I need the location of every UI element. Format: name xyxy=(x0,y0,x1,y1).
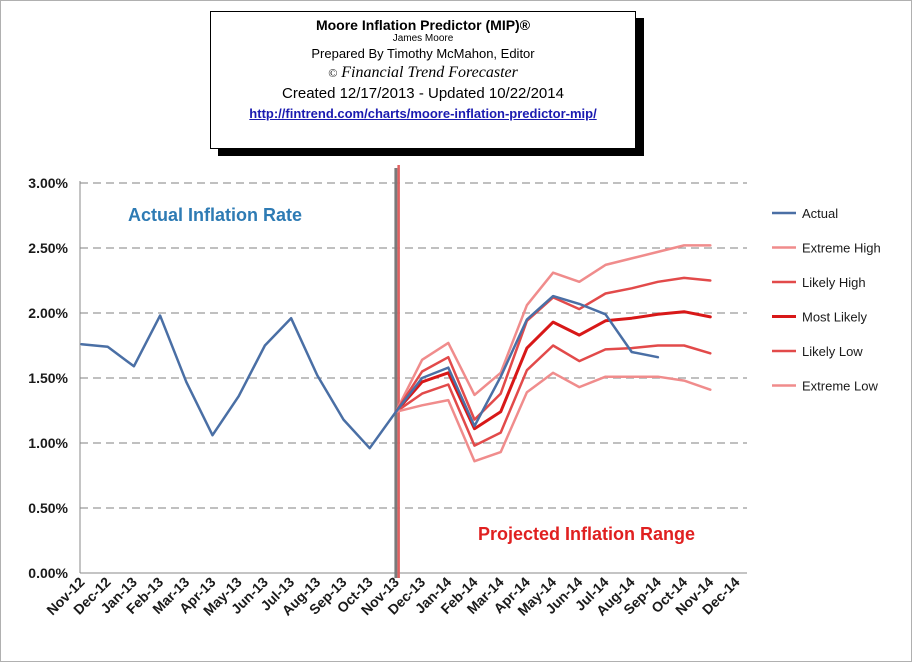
series-line-actual xyxy=(80,294,660,450)
y-tick-label: 2.00% xyxy=(28,305,68,321)
projection-divider xyxy=(397,165,400,578)
legend-label: Most Likely xyxy=(802,310,868,325)
prepared-by: Prepared By Timothy McMahon, Editor xyxy=(311,46,535,61)
y-tick-label: 2.50% xyxy=(28,240,68,256)
source-link[interactable]: http://fintrend.com/charts/moore-inflati… xyxy=(249,106,597,121)
y-tick-label: 0.00% xyxy=(28,565,68,581)
publisher-line: © Financial Trend Forecaster xyxy=(211,62,635,84)
chart-title: Moore Inflation Predictor (MIP)® xyxy=(315,17,531,33)
y-tick-label: 1.00% xyxy=(28,435,68,451)
y-tick-label: 1.50% xyxy=(28,370,68,386)
series-line-extreme-low xyxy=(394,371,712,463)
projection-divider-shadow xyxy=(394,168,398,578)
publisher: Financial Trend Forecaster xyxy=(341,64,518,81)
y-tick-label: 0.50% xyxy=(28,500,68,516)
annotation-actual: Actual Inflation Rate xyxy=(128,205,302,225)
series-line-most-likely xyxy=(394,310,712,431)
y-tick-label: 3.00% xyxy=(28,175,68,191)
legend-label: Likely High xyxy=(802,275,866,290)
legend-label: Extreme Low xyxy=(802,379,878,394)
annotation-projected: Projected Inflation Range xyxy=(478,524,695,544)
legend-label: Actual xyxy=(802,206,838,221)
series-line-likely-low xyxy=(394,344,712,447)
title-box: Moore Inflation Predictor (MIP)® James M… xyxy=(210,11,636,149)
series-line-likely-high xyxy=(394,276,712,421)
copyright-symbol: © xyxy=(328,66,338,80)
dates: Created 12/17/2013 - Updated 10/22/2014 xyxy=(282,85,564,102)
legend-label: Likely Low xyxy=(802,344,863,359)
author: James Moore xyxy=(392,33,454,44)
legend-label: Extreme High xyxy=(802,241,881,256)
series-line-extreme-high xyxy=(394,244,712,414)
